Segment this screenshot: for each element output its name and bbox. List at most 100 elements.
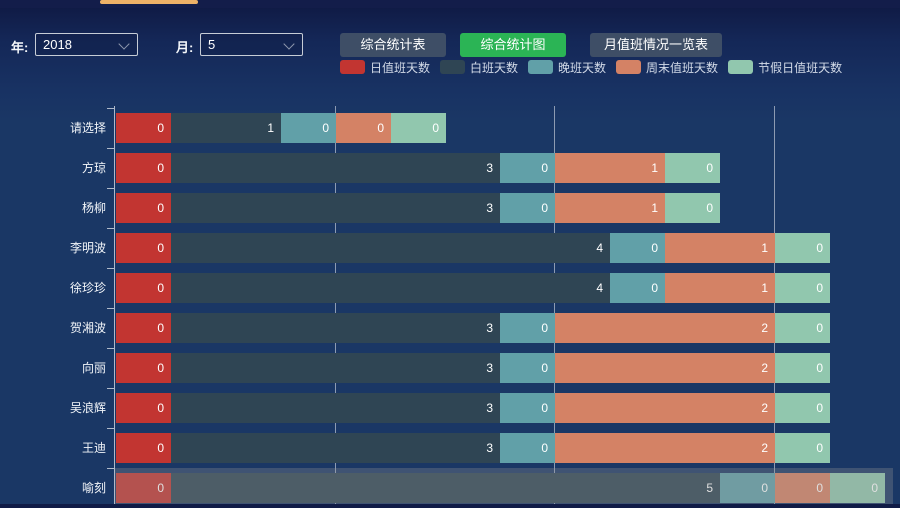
bar-segment[interactable]: 4 [171,233,610,263]
value-label: 2 [761,313,768,343]
stacked-bar[interactable]: 0 3 0 2 0 [116,433,830,463]
bar-segment[interactable]: 0 [116,193,171,223]
category-label: 杨柳 [0,188,106,228]
stacked-bar[interactable]: 03020 [116,353,830,383]
table-row: 李明波04010 [0,228,900,268]
table-row: 杨柳03010 [0,188,900,228]
bar-segment[interactable]: 0 [116,113,171,143]
bar-segment[interactable]: 0 [775,273,830,303]
bar-segment[interactable]: 0 [775,433,830,463]
value-label: 0 [157,113,164,143]
bar-segment[interactable]: 0 [500,313,555,343]
category-label: 请选择 [0,108,106,148]
bar-segment[interactable]: 0 [775,353,830,383]
bar-segment[interactable]: 3 [171,353,500,383]
bar-segment[interactable]: 0 [610,273,665,303]
value-label: 0 [541,153,548,183]
value-label: 0 [157,193,164,223]
value-label: 0 [541,433,548,463]
bar-segment[interactable]: 3 [171,393,500,423]
value-label: 1 [651,193,658,223]
category-label: 喻刻 [0,468,106,508]
bar-segment[interactable]: 0 [116,433,171,463]
bar-segment[interactable]: 3 [171,153,500,183]
bar-segment[interactable]: 0 [116,273,171,303]
bar-segment[interactable]: 0 [500,353,555,383]
table-row: 吴浪辉03020 [0,388,900,428]
bar-segment[interactable]: 0 [775,393,830,423]
value-label: 0 [377,113,384,143]
value-label: 0 [322,113,329,143]
stacked-bar[interactable]: 03010 [116,153,720,183]
value-label: 0 [816,353,823,383]
bar-segment[interactable]: 0 [116,393,171,423]
value-label: 3 [486,353,493,383]
bar-segment[interactable]: 1 [171,113,281,143]
value-label: 0 [157,153,164,183]
value-label: 0 [157,233,164,263]
bar-segment[interactable]: 4 [171,273,610,303]
bar-segment[interactable]: 0 [610,233,665,263]
bar-segment[interactable]: 0 [116,233,171,263]
table-row: 向丽03020 [0,348,900,388]
stacked-bar[interactable]: 01000 [116,113,446,143]
bar-segment[interactable]: 0 [775,233,830,263]
bar-segment[interactable]: 2 [555,433,775,463]
table-row: 方琼03010 [0,148,900,188]
stacked-bar[interactable]: 03020 [116,313,830,343]
bar-segment[interactable]: 0 [775,313,830,343]
bar-segment[interactable]: 0 [116,313,171,343]
bar-segment[interactable]: 3 [171,433,500,463]
value-label: 3 [486,433,493,463]
bar-segment[interactable]: 0 [116,153,171,183]
stacked-bar-chart: 请选择01000方琼03010杨柳03010李明波04010徐珍珍04010贺湘… [0,0,900,504]
value-label: 0 [816,393,823,423]
bar-segment[interactable]: 0 [391,113,446,143]
bar-segment[interactable]: 2 [555,353,775,383]
value-label: 0 [816,273,823,303]
bar-segment[interactable]: 0 [500,153,555,183]
axis-pointer-band [115,468,893,504]
bar-segment[interactable]: 0 [500,433,555,463]
table-row: 徐珍珍04010 [0,268,900,308]
bar-segment[interactable]: 2 [555,313,775,343]
value-label: 1 [651,153,658,183]
bar-segment[interactable]: 1 [665,273,775,303]
bar-segment[interactable]: 3 [171,313,500,343]
value-label: 0 [157,393,164,423]
bar-segment[interactable]: 0 [281,113,336,143]
bar-segment[interactable]: 1 [555,193,665,223]
bar-segment[interactable]: 2 [555,393,775,423]
value-label: 0 [157,353,164,383]
bar-segment[interactable]: 0 [500,393,555,423]
category-label: 李明波 [0,228,106,268]
value-label: 4 [596,233,603,263]
bar-segment[interactable]: 0 [336,113,391,143]
bar-segment[interactable]: 0 [116,353,171,383]
bar-segment[interactable]: 1 [555,153,665,183]
bar-segment[interactable]: 3 [171,193,500,223]
stacked-bar[interactable]: 04010 [116,233,830,263]
bar-segment[interactable]: 0 [665,153,720,183]
value-label: 0 [651,233,658,263]
value-label: 0 [816,233,823,263]
value-label: 0 [432,113,439,143]
stacked-bar[interactable]: 03010 [116,193,720,223]
value-label: 0 [816,433,823,463]
category-label: 吴浪辉 [0,388,106,428]
category-label: 向丽 [0,348,106,388]
value-label: 1 [761,273,768,303]
value-label: 2 [761,433,768,463]
table-row: 请选择01000 [0,108,900,148]
bar-segment[interactable]: 1 [665,233,775,263]
value-label: 0 [541,193,548,223]
bar-segment[interactable]: 0 [500,193,555,223]
bar-segment[interactable]: 0 [665,193,720,223]
category-label: 贺湘波 [0,308,106,348]
stacked-bar[interactable]: 03020 [116,393,830,423]
category-label: 徐珍珍 [0,268,106,308]
value-label: 0 [157,313,164,343]
stacked-bar[interactable]: 04010 [116,273,830,303]
value-label: 0 [157,273,164,303]
value-label: 4 [596,273,603,303]
